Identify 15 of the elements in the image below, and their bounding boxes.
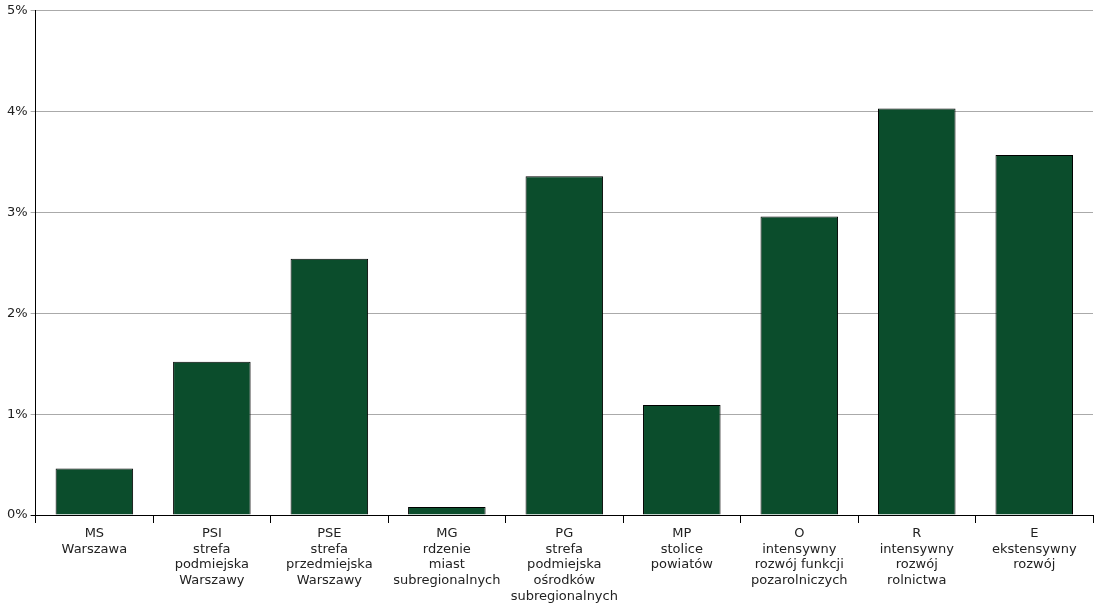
y-tick-label: 2% (7, 304, 28, 320)
x-tick-label: R intensywny rozwój rolnictwa (879, 525, 955, 587)
x-tick-label: O intensywny rozwój funkcji pozarolniczych (751, 525, 848, 587)
x-tick-label: E ekstensywny rozwój (991, 525, 1077, 572)
y-tick-label: 3% (7, 203, 28, 219)
x-tick-label: PSI strefa podmiejska Warszawy (174, 525, 250, 587)
x-tick-label: MP stolice powiatów (650, 525, 714, 572)
y-tick-label: 4% (7, 103, 28, 119)
x-tick-label: MG rdzenie miast subregionalnych (393, 525, 501, 587)
y-tick-label: 5% (7, 2, 28, 18)
x-tick-label: PG strefa podmiejska ośrodków subregionalnych (510, 525, 618, 603)
x-tick-label: PSE strefa przedmiejska Warszawy (286, 525, 373, 587)
y-tick-label: 1% (7, 405, 28, 421)
x-tick-label: MS Warszawa (61, 525, 128, 556)
y-tick-label: 0% (7, 506, 28, 522)
